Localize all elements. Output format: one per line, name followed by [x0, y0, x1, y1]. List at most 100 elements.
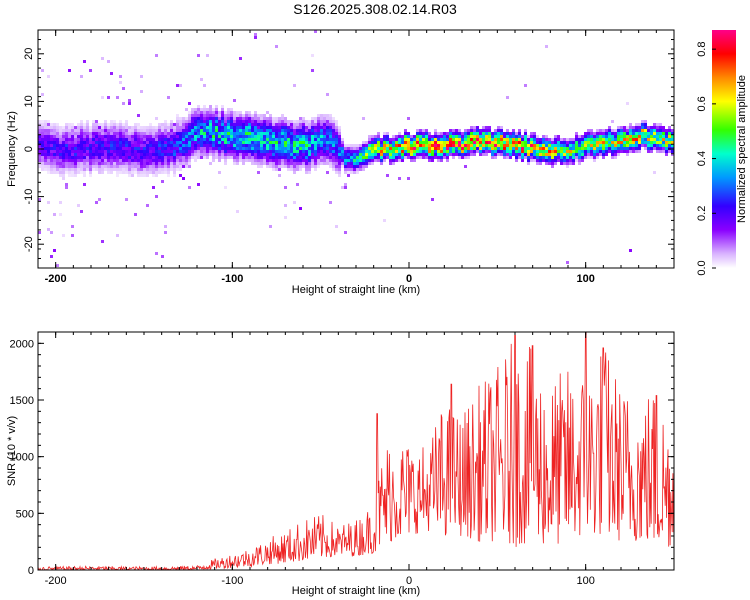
spectrogram-cell — [284, 216, 287, 219]
spectrogram-cell — [671, 135, 674, 138]
spectrogram-cell — [395, 156, 398, 159]
spectrogram-cell — [506, 132, 509, 135]
spectrogram-cell — [152, 144, 155, 147]
spectrogram-cell — [146, 204, 149, 207]
spectrogram-cell — [650, 135, 653, 138]
spectrogram-cell — [272, 168, 275, 171]
spectrogram-cell — [356, 156, 359, 159]
spectrogram-cell — [83, 183, 86, 186]
spectrogram-cell — [659, 147, 662, 150]
spectrogram-cell — [131, 165, 134, 168]
spectrogram-cell — [221, 117, 224, 120]
spectrogram-cell — [128, 99, 131, 102]
spectrogram-cell — [203, 114, 206, 117]
spectrogram-cell — [317, 126, 320, 129]
spectrogram-cell — [590, 156, 593, 159]
spectrogram-cell — [128, 159, 131, 162]
spectrogram-cell — [308, 162, 311, 165]
y-tick-label: 500 — [16, 508, 34, 520]
spectrogram-cell — [341, 138, 344, 141]
spectrogram-cell — [314, 168, 317, 171]
spectrogram-cell — [461, 150, 464, 153]
spectrogram-cell — [254, 36, 257, 39]
spectrogram-cell — [608, 126, 611, 129]
spectrogram-cell — [452, 156, 455, 159]
spectrogram-cell — [146, 168, 149, 171]
spectrogram-cell — [191, 144, 194, 147]
spectrogram-cell — [206, 138, 209, 141]
spectrogram-cell — [173, 153, 176, 156]
spectrogram-cell — [86, 120, 89, 123]
spectrogram-cell — [479, 147, 482, 150]
spectrogram-cell — [572, 162, 575, 165]
spectrogram-cell — [428, 135, 431, 138]
spectrogram-cell — [83, 144, 86, 147]
spectrogram-cell — [215, 150, 218, 153]
spectrogram-cell — [269, 126, 272, 129]
spectrogram-cell — [116, 129, 119, 132]
spectrogram-cell — [431, 144, 434, 147]
spectrogram-cell — [62, 174, 65, 177]
spectrogram-cell — [242, 150, 245, 153]
spectrogram-cell — [251, 117, 254, 120]
spectrogram-cell — [272, 138, 275, 141]
spectrogram-cell — [425, 156, 428, 159]
spectrogram-cell — [317, 138, 320, 141]
spectrogram-cell — [167, 129, 170, 132]
spectrogram-cell — [431, 141, 434, 144]
spectrogram-cell — [386, 156, 389, 159]
spectrogram-cell — [413, 144, 416, 147]
spectrogram-cell — [614, 144, 617, 147]
spectrogram-cell — [38, 135, 41, 138]
spectrogram-cell — [149, 132, 152, 135]
spectrogram-cell — [143, 171, 146, 174]
spectrogram-cell — [308, 141, 311, 144]
spectrogram-cell — [293, 129, 296, 132]
spectrogram-cell — [302, 153, 305, 156]
spectrogram-cell — [533, 144, 536, 147]
spectrogram-cell — [341, 150, 344, 153]
spectrogram-cell — [359, 147, 362, 150]
spectrogram-cell — [254, 162, 257, 165]
spectrogram-cell — [335, 123, 338, 126]
spectrogram-cell — [263, 162, 266, 165]
spectrogram-cell — [599, 150, 602, 153]
spectrogram-cell — [122, 123, 125, 126]
spectrogram-cell — [218, 123, 221, 126]
spectrogram-cell — [83, 153, 86, 156]
spectrogram-cell — [86, 168, 89, 171]
spectrogram-cell — [431, 153, 434, 156]
spectrogram-cell — [335, 162, 338, 165]
spectrogram-cell — [236, 147, 239, 150]
spectrogram-cell — [458, 132, 461, 135]
spectrogram-cell — [383, 219, 386, 222]
spectrogram-cell — [275, 138, 278, 141]
spectrogram-cell — [104, 123, 107, 126]
spectrogram-cell — [86, 159, 89, 162]
spectrogram-cell — [239, 144, 242, 147]
spectrogram-cell — [671, 129, 674, 132]
spectrogram-cell — [602, 147, 605, 150]
spectrogram-cell — [521, 138, 524, 141]
spectrogram-cell — [257, 153, 260, 156]
spectrogram-cell — [635, 126, 638, 129]
spectrogram-cell — [197, 108, 200, 111]
spectrogram-cell — [215, 141, 218, 144]
spectrogram-cell — [50, 129, 53, 132]
spectrogram-cell — [536, 162, 539, 165]
spectrogram-cell — [293, 126, 296, 129]
spectrogram-cell — [134, 135, 137, 138]
spectrogram-cell — [449, 150, 452, 153]
spectrogram-cell — [506, 153, 509, 156]
spectrogram-cell — [593, 138, 596, 141]
spectrogram-cell — [614, 153, 617, 156]
spectrogram-cell — [527, 150, 530, 153]
spectrogram-cell — [77, 204, 80, 207]
spectrogram-cell — [587, 132, 590, 135]
spectrogram-cell — [113, 162, 116, 165]
spectrogram-cell — [320, 117, 323, 120]
spectrogram-cell — [527, 147, 530, 150]
spectrogram-cell — [635, 123, 638, 126]
spectrogram-cell — [260, 165, 263, 168]
spectrogram-cell — [122, 102, 125, 105]
